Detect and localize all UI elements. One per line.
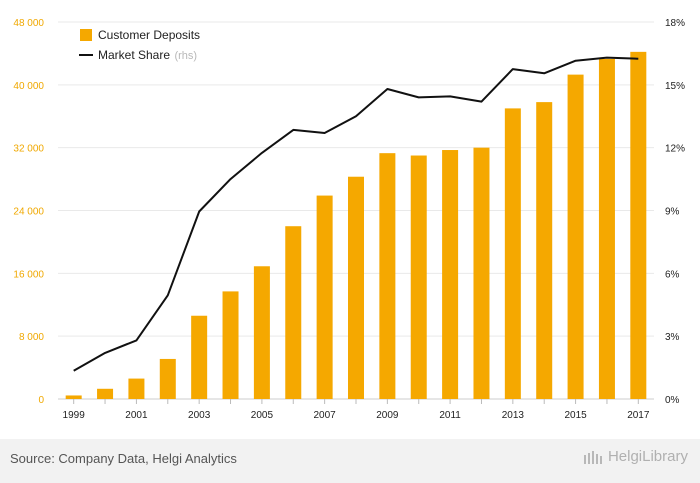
- x-tick-label: 2003: [188, 410, 211, 421]
- legend-label-deposits: Customer Deposits: [98, 28, 200, 42]
- right-tick-label: 18%: [665, 18, 685, 29]
- footer-bar: [0, 439, 700, 483]
- x-tick-label: 2015: [564, 410, 587, 421]
- x-axis: 1999 2001 2003 2005 2007 2009 2011 2013 2015 2017: [63, 399, 650, 421]
- bar-2012: [473, 147, 490, 399]
- bar-2001: [128, 378, 145, 399]
- left-tick-label: 48 000: [13, 18, 44, 29]
- legend-swatch-deposits: [80, 29, 92, 41]
- x-tick-label: 2017: [627, 410, 650, 421]
- right-tick-label: 15%: [665, 81, 685, 92]
- source-text: Source: Company Data, Helgi Analytics: [10, 451, 237, 466]
- left-tick-label: 0: [38, 395, 44, 406]
- brand-logo: HelgiLibrary: [583, 448, 688, 465]
- bar-2017: [630, 51, 647, 400]
- right-tick-label: 0%: [665, 395, 680, 406]
- x-tick-label: 2011: [439, 410, 461, 421]
- bar-2015: [567, 74, 584, 399]
- left-tick-label: 8 000: [19, 332, 44, 343]
- bar-1999: [65, 395, 82, 399]
- right-axis: 0% 3% 6% 9% 12% 15% 18%: [665, 18, 685, 406]
- bar-2002: [159, 358, 176, 399]
- left-tick-label: 40 000: [13, 81, 44, 92]
- legend: Customer Deposits Market Share (rhs): [79, 28, 200, 63]
- right-tick-label: 12%: [665, 144, 685, 155]
- bar-2005: [253, 266, 270, 399]
- brand-name: HelgiLibrary: [607, 448, 688, 465]
- bar-2003: [191, 315, 208, 399]
- x-tick-label: 2013: [502, 410, 525, 421]
- right-tick-label: 9%: [665, 207, 680, 218]
- market-share-line: [73, 56, 639, 372]
- bar-2014: [536, 102, 553, 400]
- right-tick-label: 3%: [665, 332, 680, 343]
- left-tick-label: 32 000: [13, 144, 44, 155]
- legend-label-market-share: Market Share (rhs): [98, 46, 197, 63]
- right-tick-label: 6%: [665, 269, 680, 280]
- bar-series-customer-deposits: [65, 51, 647, 400]
- bar-2010: [410, 155, 427, 399]
- left-tick-label: 16 000: [13, 269, 44, 280]
- x-tick-label: 2005: [251, 410, 274, 421]
- library-icon: [583, 450, 602, 464]
- bar-2016: [598, 58, 615, 400]
- bar-2011: [442, 150, 459, 399]
- bar-2006: [285, 226, 302, 399]
- bar-2007: [316, 195, 333, 399]
- bar-2000: [97, 388, 114, 399]
- bar-2008: [348, 176, 364, 399]
- x-tick-label: 2007: [314, 410, 337, 421]
- line-series-market-share: [73, 56, 639, 372]
- left-tick-label: 24 000: [13, 207, 44, 218]
- bar-2009: [379, 153, 396, 399]
- x-tick-label: 1999: [63, 410, 86, 421]
- x-tick-label: 2001: [125, 410, 148, 421]
- left-axis: 0 8 000 16 000 24 000 32 000 40 000 48 000: [13, 18, 44, 406]
- chart: 0 8 000 16 000 24 000 32 000 40 000 48 000 0% 3…: [13, 18, 685, 421]
- x-tick-label: 2009: [376, 410, 399, 421]
- bar-2013: [504, 108, 521, 399]
- bar-2004: [222, 291, 239, 399]
